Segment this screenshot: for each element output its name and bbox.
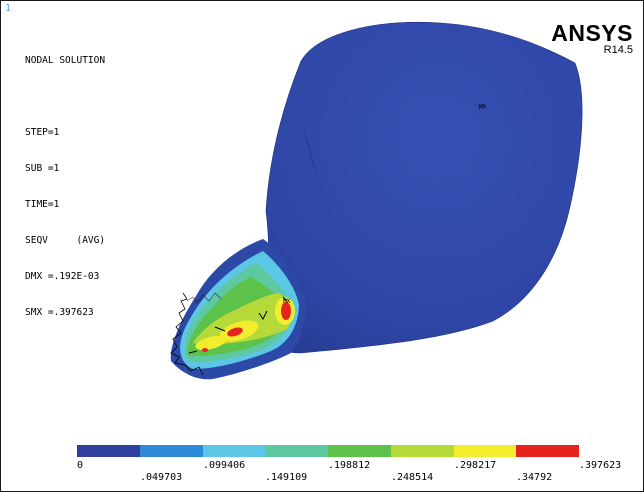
info-line: NODAL SOLUTION xyxy=(25,55,106,66)
legend-tick: .34792 xyxy=(516,472,553,483)
contour-red-3 xyxy=(202,348,208,352)
model-marker xyxy=(214,326,226,332)
info-line: SMX =.397623 xyxy=(25,307,94,318)
model-marker xyxy=(258,310,268,320)
info-line: SUB =1 xyxy=(25,163,60,174)
model-jagged-edge-2 xyxy=(186,292,222,304)
contour-lime xyxy=(193,293,292,345)
logo-version: R14.5 xyxy=(603,44,633,56)
legend-tick: 0 xyxy=(77,460,84,471)
model-fold xyxy=(301,121,331,221)
legend-color-bar xyxy=(77,445,579,457)
solution-info-block: NODAL SOLUTION STEP=1 SUB =1 TIME=1 SEQV… xyxy=(25,31,105,343)
legend-swatch xyxy=(139,445,203,457)
legend-tick: .149109 xyxy=(265,472,308,483)
info-line: SEQV (AVG) xyxy=(25,235,106,246)
legend-swatch xyxy=(516,445,579,457)
contour-yellow-3 xyxy=(195,335,227,351)
contour-red-2 xyxy=(227,327,243,337)
legend-swatch xyxy=(202,445,266,457)
info-line: STEP=1 xyxy=(25,127,60,138)
contour-red-1 xyxy=(281,302,291,320)
legend-swatch xyxy=(453,445,517,457)
legend-swatch xyxy=(390,445,454,457)
legend-tick: .049703 xyxy=(140,472,183,483)
legend-tick: .099406 xyxy=(203,460,246,471)
legend-swatch xyxy=(328,445,391,457)
mx-label: MX xyxy=(283,298,291,305)
model-marker xyxy=(282,296,288,302)
ansys-logo: ANSYS R14.5 xyxy=(551,21,633,56)
legend-swatch xyxy=(265,445,328,457)
model-marker xyxy=(188,350,198,354)
logo-brand: ANSYS xyxy=(551,20,633,46)
mn-label: MN xyxy=(478,103,487,111)
legend-swatch xyxy=(77,445,140,457)
legend-tick: .248514 xyxy=(391,472,434,483)
info-line: DMX =.192E-03 xyxy=(25,271,100,282)
legend-tick: .397623 xyxy=(579,460,622,471)
model-jagged-edge xyxy=(170,292,204,376)
legend-tick: .198812 xyxy=(328,460,371,471)
info-line: TIME=1 xyxy=(25,199,60,210)
model-body xyxy=(262,21,583,354)
window-number: 1 xyxy=(5,3,12,14)
legend-tick: .298217 xyxy=(454,460,497,471)
